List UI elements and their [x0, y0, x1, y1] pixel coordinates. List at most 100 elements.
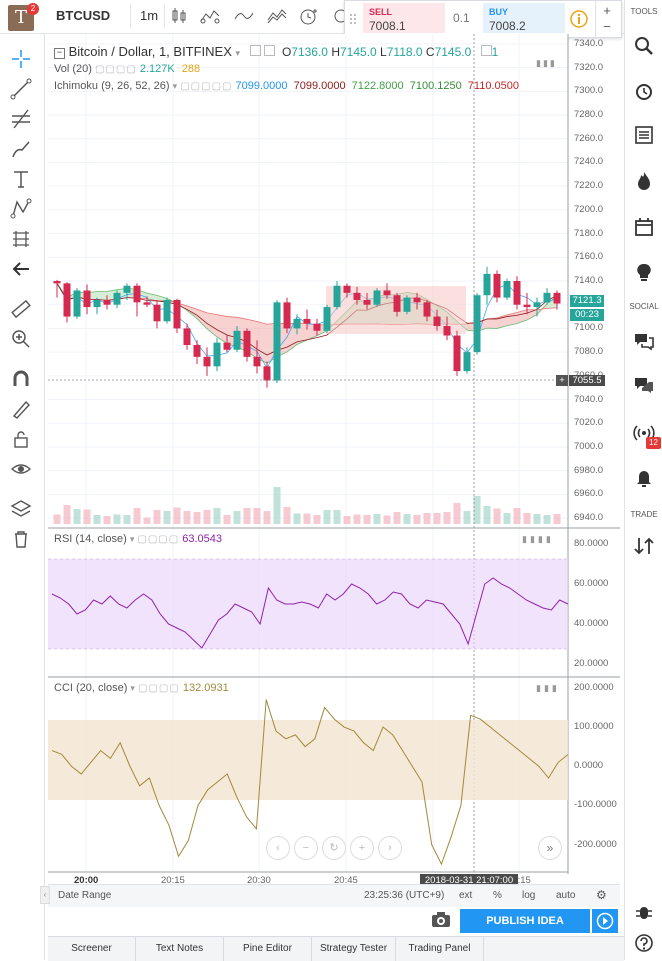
volume-bar	[413, 515, 421, 524]
trend-line-icon[interactable]	[10, 78, 32, 100]
timezone-clock[interactable]: 23:25:36 (UTC+9)	[364, 890, 445, 901]
visibility-eye-icon[interactable]	[10, 458, 32, 480]
scroll-right-icon[interactable]: ›	[378, 836, 402, 860]
help-icon[interactable]	[633, 932, 655, 954]
back-arrow-icon[interactable]	[10, 258, 32, 280]
indicator-buttons-icon[interactable]: ▢▢▢▢	[137, 534, 180, 545]
rsi-axis[interactable]: 80.0000 60.0000 40.0000 20.0000	[572, 528, 620, 677]
volume-indicator-name[interactable]: Vol (20)	[54, 63, 92, 75]
ideas-bulb-icon[interactable]	[633, 262, 655, 284]
pattern-tool-icon[interactable]	[10, 198, 32, 220]
trading-panel-icon[interactable]	[633, 535, 655, 557]
templates-icon[interactable]	[266, 6, 288, 26]
chevron-down-icon[interactable]: ▾	[129, 534, 135, 544]
extended-hours-toggle[interactable]: ext	[459, 890, 473, 901]
legend-settings-icon[interactable]	[249, 45, 261, 56]
tab-pine-editor[interactable]: Pine Editor	[224, 937, 312, 961]
indicators-icon[interactable]	[199, 6, 221, 26]
data-window-icon[interactable]	[633, 124, 655, 146]
tab-trading-panel[interactable]: Trading Panel	[396, 937, 484, 961]
rsi-value: 63.0543	[182, 533, 223, 545]
quantity-plus-icon[interactable]: +	[603, 3, 611, 18]
price-tick-label: 7140.0	[574, 275, 604, 286]
publish-idea-button[interactable]: PUBLISH IDEA	[460, 909, 590, 933]
zoom-out-icon[interactable]: −	[294, 836, 318, 860]
magnet-icon[interactable]	[10, 368, 32, 390]
rsi-pane-controls-icon[interactable]: ▮▮▮▮	[522, 534, 554, 544]
legend-hide-icon[interactable]	[264, 45, 276, 56]
publish-options-button[interactable]	[592, 909, 618, 933]
cci-axis[interactable]: 200.0000 100.0000 0.0000 -100.0000 -200.0000	[572, 677, 620, 872]
time-axis[interactable]: 20:00 20:15 20:30 20:45 21:15	[48, 874, 568, 888]
info-icon[interactable]	[569, 9, 589, 29]
crosshair-icon[interactable]	[10, 48, 32, 70]
candles-style-icon[interactable]	[168, 6, 190, 26]
date-range-button[interactable]: Date Range	[58, 890, 112, 901]
watchlist-search-icon[interactable]	[633, 35, 655, 57]
chevron-down-icon[interactable]: ▾	[172, 81, 178, 91]
crosshair-plus-icon[interactable]: +	[556, 375, 568, 386]
calendar-icon[interactable]	[633, 216, 655, 238]
chevron-down-icon[interactable]: ▾	[235, 48, 241, 58]
drag-handle-icon[interactable]	[349, 13, 357, 25]
chart-canvas[interactable]	[48, 34, 620, 874]
collapse-icon[interactable]: −	[54, 48, 65, 59]
tab-strategy-tester[interactable]: Strategy Tester	[312, 937, 396, 961]
candle-body	[443, 326, 451, 336]
hotlists-fire-icon[interactable]	[633, 170, 655, 192]
candle-body	[203, 356, 211, 367]
ruler-icon[interactable]	[10, 298, 32, 320]
zoom-in-icon[interactable]: +	[350, 836, 374, 860]
private-chat-icon[interactable]	[633, 374, 655, 396]
price-axis[interactable]: 7340.0 7320.0 7300.0 7280.0 7260.0 7240.0 7220…	[572, 34, 620, 528]
log-scale-toggle[interactable]: log	[522, 890, 536, 901]
brush-icon[interactable]	[10, 138, 32, 160]
indicator-buttons-icon[interactable]: ▢▢▢▢	[94, 64, 137, 75]
percent-scale-toggle[interactable]: %	[493, 890, 502, 901]
tab-text-notes[interactable]: Text Notes	[136, 937, 224, 961]
scroll-to-realtime-icon[interactable]: »	[538, 836, 562, 860]
prediction-tool-icon[interactable]	[10, 228, 32, 250]
lock-icon[interactable]	[10, 428, 32, 450]
indicator-buttons-icon[interactable]: ▢▢▢▢▢	[180, 81, 233, 92]
indicator-buttons-icon[interactable]: ▢▢▢▢	[138, 683, 180, 694]
pane-controls-icon[interactable]: ▮▮▮	[536, 58, 557, 68]
compare-badge-icon[interactable]	[480, 45, 492, 56]
fib-tool-icon[interactable]	[10, 108, 32, 130]
alarm-clock-icon[interactable]	[633, 80, 655, 102]
tab-screener[interactable]: Screener	[48, 937, 136, 961]
volume-bar	[433, 513, 441, 524]
zoom-in-icon[interactable]	[10, 328, 32, 350]
auto-scale-toggle[interactable]: auto	[556, 890, 576, 901]
ichimoku-indicator-name[interactable]: Ichimoku (9, 26, 52, 26)	[54, 80, 170, 92]
buy-button[interactable]: BUY 7008.2	[483, 3, 565, 33]
reset-icon[interactable]: ↻	[322, 836, 346, 860]
notifications-bell-icon[interactable]	[633, 468, 655, 490]
interval-button[interactable]: 1m	[140, 8, 159, 23]
stay-drawing-icon[interactable]	[10, 398, 32, 420]
quantity-minus-icon[interactable]: −	[603, 19, 611, 34]
alert-clock-icon[interactable]	[298, 6, 320, 26]
camera-snapshot-icon[interactable]	[431, 911, 451, 929]
trash-icon[interactable]	[10, 528, 32, 550]
chevron-down-icon[interactable]: ▾	[130, 683, 135, 693]
compare-icon[interactable]	[233, 6, 255, 26]
symbol-search-button[interactable]: BTCUSD	[56, 8, 111, 23]
layers-icon[interactable]	[10, 498, 32, 520]
volume-bar	[133, 508, 141, 524]
streams-icon[interactable]	[633, 422, 655, 444]
chat-icon[interactable]	[633, 330, 655, 352]
bug-report-icon[interactable]	[633, 902, 655, 924]
volume-bar	[523, 513, 531, 524]
candle-body	[103, 299, 111, 305]
settings-gear-icon[interactable]: ⚙	[596, 888, 607, 902]
scroll-left-icon[interactable]: ‹	[266, 836, 290, 860]
cci-pane-controls-icon[interactable]: ▮▮▮	[536, 683, 560, 693]
sell-button[interactable]: SELL 7008.1	[363, 3, 445, 33]
chart-area[interactable]: 7340.0 7320.0 7300.0 7280.0 7260.0 7240.0 7220…	[48, 34, 620, 888]
rsi-indicator-name[interactable]: RSI (14, close)	[54, 533, 127, 545]
price-tick-label: 7260.0	[574, 132, 604, 144]
text-tool-icon[interactable]	[10, 168, 32, 190]
cci-indicator-name[interactable]: CCI (20, close)	[54, 682, 128, 694]
collapse-toolbar-icon[interactable]: ‹	[40, 886, 50, 904]
